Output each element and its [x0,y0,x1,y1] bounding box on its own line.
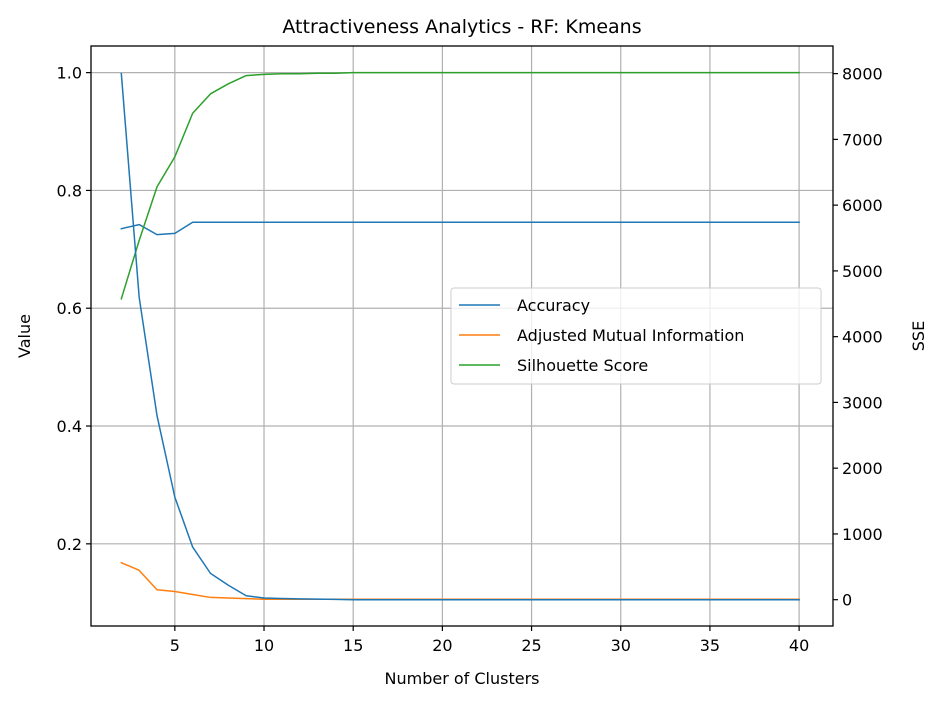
y-tick-label: 1.0 [57,64,82,83]
y2-tick-label: 6000 [842,196,883,215]
x-tick-label: 35 [700,636,720,655]
x-axis: 5 10 15 20 25 30 35 40 [170,626,809,655]
y-tick-label: 0.6 [57,299,82,318]
y2-tick-label: 5000 [842,262,883,281]
x-tick-label: 40 [789,636,809,655]
plot-lines [120,71,800,601]
y-tick-label: 0.2 [57,535,82,554]
y2-tick-label: 1000 [842,525,883,544]
x-tick-label: 15 [343,636,363,655]
x-tick-label: 20 [432,636,452,655]
x-tick-label: 30 [611,636,631,655]
legend-label-accuracy: Accuracy [517,296,590,315]
x-tick-label: 25 [521,636,541,655]
x-tick-label: 5 [170,636,180,655]
y2-tick-label: 3000 [842,393,883,412]
legend-box [450,287,822,385]
y-axis-right: 0 1000 2000 3000 4000 5000 6000 7000 8000 [833,65,883,610]
plot-frame [90,45,834,627]
legend-label-ami: Adjusted Mutual Information [517,326,744,345]
legend: Accuracy Adjusted Mutual Information Sil… [450,287,822,385]
y-tick-label: 0.4 [57,417,82,436]
chart-title: Attractiveness Analytics - RF: Kmeans [282,16,641,38]
y-tick-label: 0.8 [57,181,82,200]
y2-tick-label: 0 [842,591,852,610]
y2-tick-label: 2000 [842,459,883,478]
series-line-accuracy [120,221,800,236]
y2-tick-label: 8000 [842,65,883,84]
y2-axis-label: SSE [909,321,928,351]
series-line-silhouette-score [120,71,800,300]
series-line-sse [120,72,800,601]
x-tick-label: 10 [254,636,274,655]
y-axis-label: Value [15,314,34,358]
y2-tick-label: 7000 [842,130,883,149]
x-axis-label: Number of Clusters [385,669,540,688]
y2-tick-label: 4000 [842,328,883,347]
y-axis-left: 0.2 0.4 0.6 0.8 1.0 [57,64,91,554]
legend-label-silhouette: Silhouette Score [517,356,648,375]
